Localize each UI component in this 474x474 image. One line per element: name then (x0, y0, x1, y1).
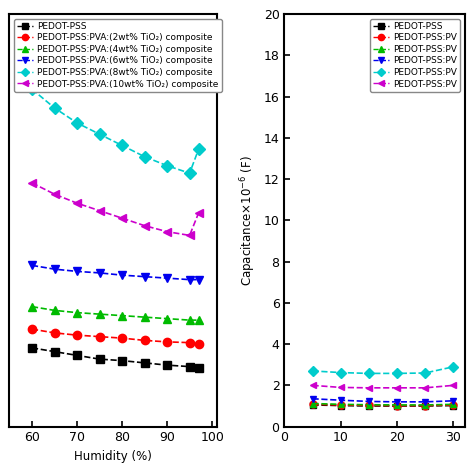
Legend: PEDOT-PSS, PEDOT-PSS:PV, PEDOT-PSS:PV, PEDOT-PSS:PV, PEDOT-PSS:PV, PEDOT-PSS:PV: PEDOT-PSS, PEDOT-PSS:PV, PEDOT-PSS:PV, P… (370, 19, 460, 91)
X-axis label: Humidity (%): Humidity (%) (74, 450, 152, 463)
Legend: PEDOT-PSS, PEDOT-PSS:PVA:(2wt% TiO₂) composite, PEDOT-PSS:PVA:(4wt% TiO₂) compos: PEDOT-PSS, PEDOT-PSS:PVA:(2wt% TiO₂) com… (14, 19, 221, 91)
Y-axis label: Capacitance×10$^{-6}$ (F): Capacitance×10$^{-6}$ (F) (238, 155, 258, 286)
